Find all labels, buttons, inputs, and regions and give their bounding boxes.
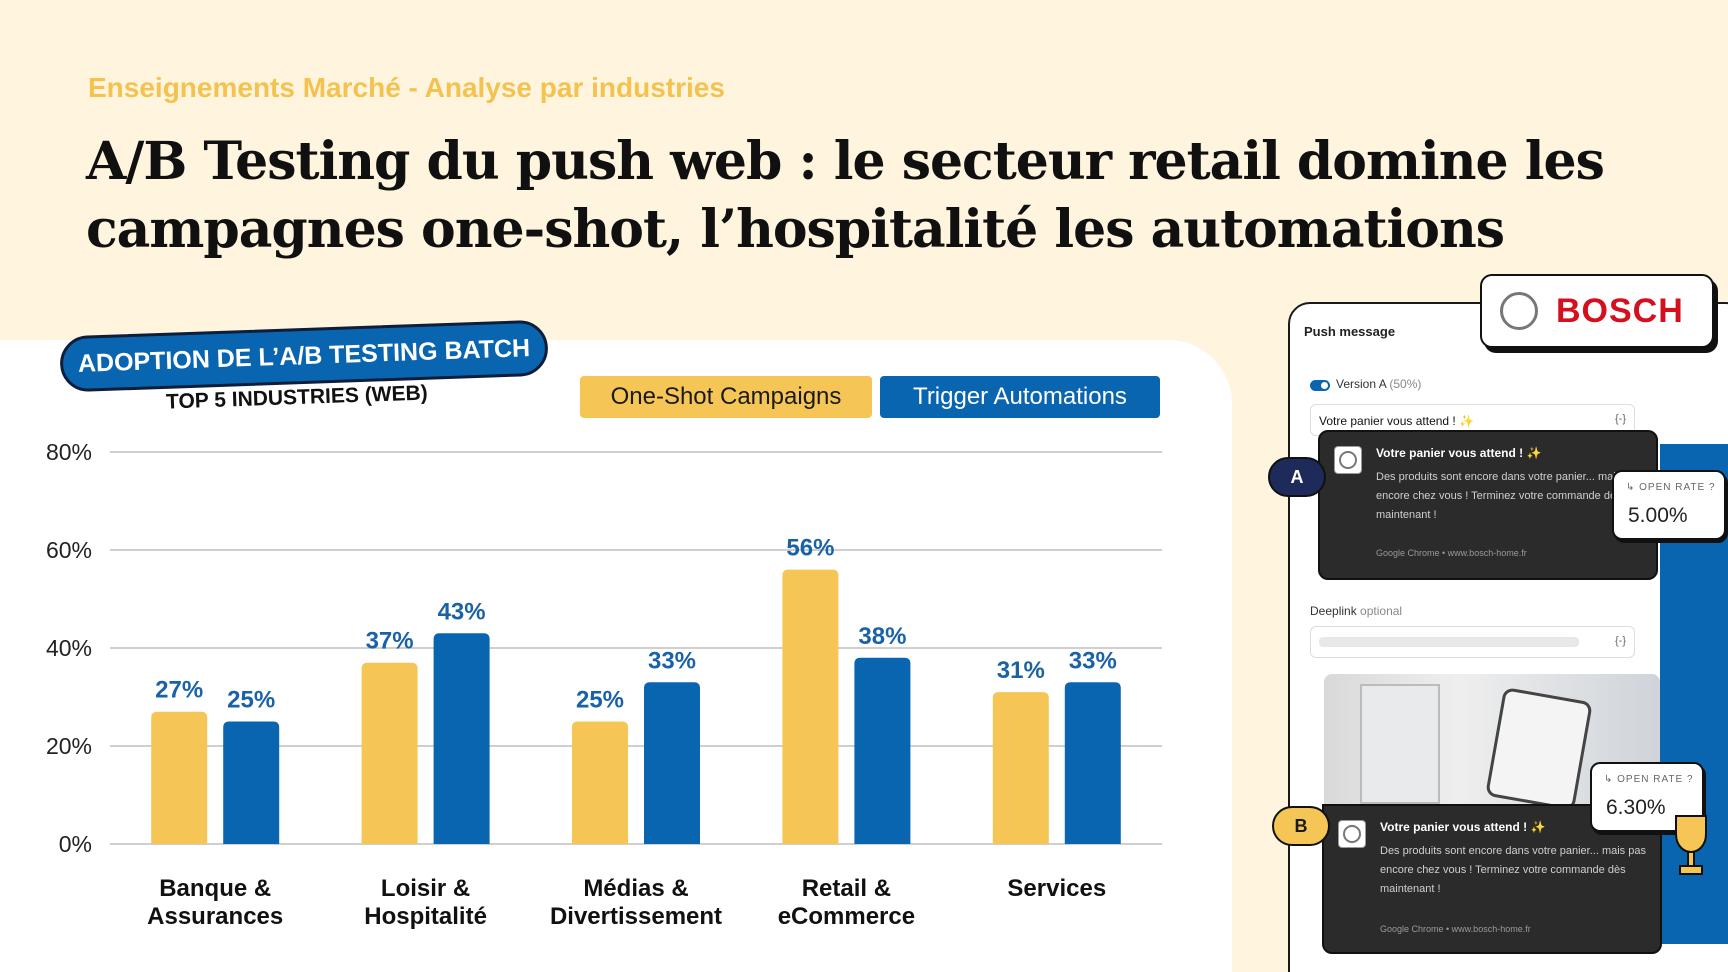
bar: [854, 657, 911, 844]
data-label: 25%: [576, 687, 624, 714]
open-rate-a-label: ↳ OPEN RATE ?: [1626, 482, 1716, 493]
y-tick-label: 80%: [46, 439, 92, 465]
category-label: Hospitalité: [364, 903, 487, 930]
bosch-ring-icon: [1500, 292, 1538, 330]
data-label: 27%: [155, 677, 203, 704]
bar: [151, 711, 208, 844]
category-label: Divertissement: [550, 903, 722, 930]
bar-chart: 0% 20% 40% 60% 80% 27% 25% Banque &Assurances 37…: [46, 439, 1162, 930]
version-a-pct: (50%): [1389, 377, 1422, 391]
version-toggle[interactable]: [1310, 380, 1330, 391]
notification-a-body: Des produits sont encore dans votre pani…: [1376, 471, 1642, 521]
bosch-logo: BOSCH: [1480, 274, 1714, 348]
variant-a-badge: A: [1268, 457, 1326, 497]
y-tick-label: 0%: [59, 831, 92, 857]
headline-line-1: A/B Testing du push web : le secteur ret…: [86, 131, 1605, 192]
notification-a-footer: Google Chrome • www.bosch-home.fr: [1376, 548, 1527, 558]
deeplink-field[interactable]: {-}: [1310, 626, 1635, 658]
brace-icon[interactable]: {-}: [1614, 413, 1626, 425]
smartphone-image: [1485, 687, 1593, 804]
category-label: Banque &: [159, 875, 271, 902]
bar: [572, 721, 628, 844]
open-rate-b-value: 6.30%: [1606, 796, 1666, 819]
bosch-wordmark: BOSCH: [1556, 291, 1684, 330]
deeplink-blurred-value: [1319, 637, 1579, 647]
open-rate-a-card: ↳ OPEN RATE ? 5.00%: [1612, 470, 1726, 540]
bar: [644, 682, 700, 844]
category-label: eCommerce: [778, 903, 915, 930]
panel-title: Push message: [1304, 324, 1396, 339]
data-label: 56%: [786, 535, 834, 562]
category-label: Retail &: [802, 875, 891, 902]
bar: [1064, 682, 1121, 844]
version-a-label: Version A (50%): [1336, 377, 1421, 391]
legend-one-shot: One-Shot Campaigns: [580, 376, 872, 418]
deeplink-optional: optional: [1360, 604, 1403, 618]
open-rate-b-label: ↳ OPEN RATE ?: [1604, 774, 1694, 785]
bosch-app-icon: [1334, 446, 1362, 474]
y-tick-label: 40%: [46, 635, 92, 661]
notification-b-title: Votre panier vous attend ! ✨: [1380, 820, 1546, 834]
bar: [782, 569, 839, 844]
category-label: Services: [1007, 875, 1106, 902]
title-field-value: Votre panier vous attend ! ✨: [1319, 414, 1475, 428]
bar: [223, 721, 280, 844]
open-rate-a-value: 5.00%: [1628, 504, 1688, 527]
variant-b-badge: B: [1272, 806, 1330, 846]
notification-b-body: Des produits sont encore dans votre pani…: [1380, 845, 1646, 895]
data-label: 25%: [227, 687, 275, 714]
bosch-app-icon: [1338, 820, 1366, 848]
notification-b-footer: Google Chrome • www.bosch-home.fr: [1380, 924, 1531, 934]
legend-trigger: Trigger Automations: [880, 376, 1160, 418]
y-tick-label: 20%: [46, 733, 92, 759]
data-label: 33%: [1069, 647, 1117, 674]
bar: [992, 692, 1049, 844]
deeplink-label: Deeplink optional: [1310, 604, 1402, 618]
eyebrow: Enseignements Marché - Analyse par indus…: [88, 72, 725, 103]
data-label: 43%: [438, 598, 486, 625]
category-label: Assurances: [147, 903, 283, 930]
headline-line-2: campagnes one-shot, l’hospitalité les au…: [86, 199, 1505, 260]
data-label: 33%: [648, 647, 696, 674]
fridge-image: [1360, 684, 1440, 804]
y-tick-label: 60%: [46, 537, 92, 563]
version-a-name: Version A: [1336, 377, 1387, 391]
brace-icon[interactable]: {-}: [1614, 635, 1626, 647]
trophy-icon: [1675, 815, 1707, 875]
chart-card: [0, 340, 1232, 972]
category-label: Médias &: [583, 875, 688, 902]
data-label: 38%: [858, 623, 906, 650]
notification-a-title: Votre panier vous attend ! ✨: [1376, 446, 1542, 460]
data-label: 37%: [366, 628, 414, 655]
deeplink-name: Deeplink: [1310, 604, 1357, 618]
data-label: 31%: [997, 657, 1045, 684]
open-rate-b-card: ↳ OPEN RATE ? 6.30%: [1590, 762, 1704, 832]
headline: A/B Testing du push web : le secteur ret…: [86, 128, 1686, 264]
category-label: Loisir &: [381, 875, 470, 902]
notification-a: Votre panier vous attend ! ✨ Des produit…: [1318, 430, 1658, 580]
bar: [361, 662, 418, 844]
bar: [433, 633, 490, 844]
